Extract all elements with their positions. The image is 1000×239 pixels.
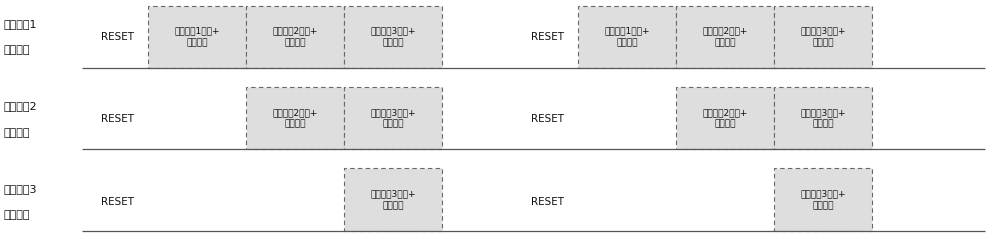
Bar <box>344 168 442 231</box>
Bar <box>578 6 676 68</box>
Text: RESET: RESET <box>102 114 134 125</box>
Bar <box>774 168 872 231</box>
Text: RESET: RESET <box>102 32 134 42</box>
Bar <box>148 6 246 68</box>
Text: 串联芯片1数据+
控制数据: 串联芯片1数据+ 控制数据 <box>604 27 650 48</box>
Text: RESET: RESET <box>532 114 564 125</box>
Text: RESET: RESET <box>532 32 564 42</box>
Bar <box>344 6 442 68</box>
Text: 串联芯片1: 串联芯片1 <box>4 19 38 29</box>
Text: 数据输入: 数据输入 <box>4 128 30 138</box>
Text: 串联芯片2数据+
控制数据: 串联芯片2数据+ 控制数据 <box>702 108 748 129</box>
Bar <box>246 6 344 68</box>
Bar <box>246 87 344 149</box>
Text: 串联芯片3数据+
控制数据: 串联芯片3数据+ 控制数据 <box>800 108 846 129</box>
Text: 串联芯片2: 串联芯片2 <box>4 101 38 111</box>
Text: 数据输入: 数据输入 <box>4 210 30 220</box>
Text: 串联芯片2数据+
控制数据: 串联芯片2数据+ 控制数据 <box>702 27 748 48</box>
Text: 串联芯片3数据+
控制数据: 串联芯片3数据+ 控制数据 <box>800 189 846 210</box>
Bar <box>676 87 774 149</box>
Text: RESET: RESET <box>102 197 134 207</box>
Text: 数据输入: 数据输入 <box>4 45 30 55</box>
Text: 串联芯片3数据+
控制数据: 串联芯片3数据+ 控制数据 <box>370 189 416 210</box>
Text: RESET: RESET <box>532 197 564 207</box>
Text: 串联芯片3数据+
控制数据: 串联芯片3数据+ 控制数据 <box>800 27 846 48</box>
Text: 串联芯片1数据+
控制数据: 串联芯片1数据+ 控制数据 <box>174 27 220 48</box>
Text: 串联芯片3数据+
控制数据: 串联芯片3数据+ 控制数据 <box>370 27 416 48</box>
Bar <box>676 6 774 68</box>
Text: 串联芯片3: 串联芯片3 <box>4 184 38 194</box>
Bar <box>774 6 872 68</box>
Bar <box>774 87 872 149</box>
Text: 串联芯片2数据+
控制数据: 串联芯片2数据+ 控制数据 <box>272 27 318 48</box>
Text: 串联芯片3数据+
控制数据: 串联芯片3数据+ 控制数据 <box>370 108 416 129</box>
Text: 串联芯片2数据+
控制数据: 串联芯片2数据+ 控制数据 <box>272 108 318 129</box>
Bar <box>344 87 442 149</box>
